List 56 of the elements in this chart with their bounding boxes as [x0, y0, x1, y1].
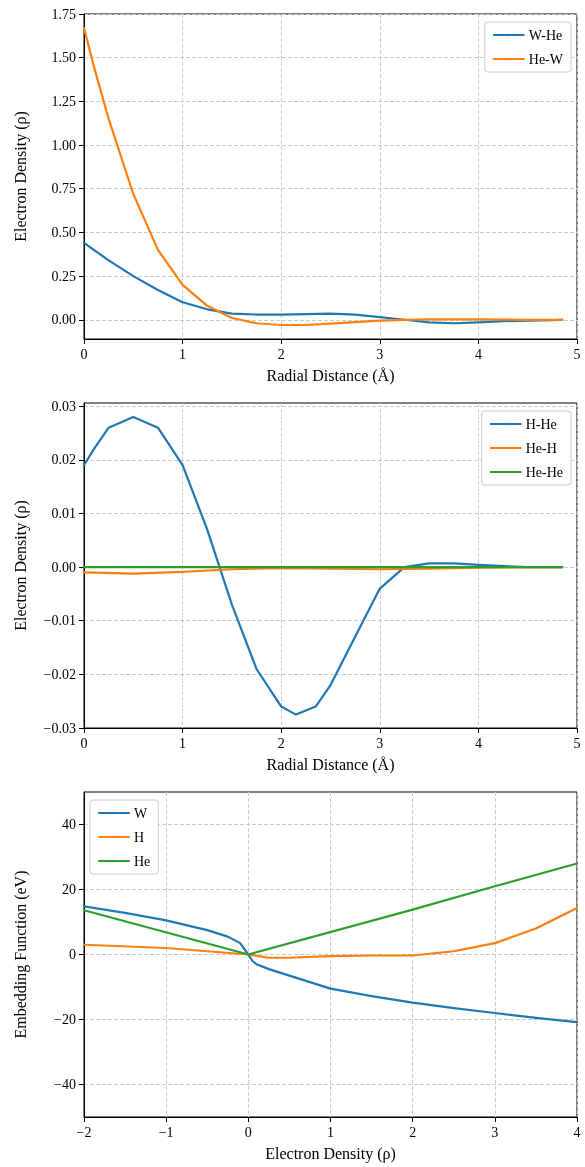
- x-tick-label: 4: [573, 1124, 581, 1140]
- y-tick-label: 0.02: [51, 452, 76, 468]
- x-tick-label: 3: [376, 735, 384, 751]
- y-tick-label: 1.75: [51, 6, 76, 22]
- y-tick-label: 0.25: [51, 268, 76, 284]
- y-axis-title: Electron Density (ρ): [11, 500, 30, 631]
- x-tick-label: −2: [76, 1124, 92, 1140]
- y-tick-label: −0.02: [43, 666, 76, 682]
- y-tick-label: −0.01: [43, 613, 76, 629]
- x-tick-label: 5: [573, 735, 581, 751]
- y-tick-label: 1.25: [51, 93, 76, 109]
- x-tick-label: 2: [277, 735, 285, 751]
- y-tick-label: −20: [54, 1012, 76, 1027]
- x-tick-label: 2: [409, 1124, 417, 1140]
- x-tick-label: 1: [327, 1124, 334, 1140]
- legend-label: He-H: [525, 440, 557, 456]
- x-tick-label: 4: [474, 346, 482, 362]
- legend-label: H-He: [525, 416, 557, 432]
- y-tick-label: 1.50: [51, 50, 76, 66]
- y-tick-label: 40: [62, 817, 76, 832]
- x-tick-label: 3: [491, 1124, 499, 1140]
- y-tick-label: −40: [54, 1077, 76, 1092]
- x-tick-label: 1: [179, 735, 187, 751]
- legend-label: W: [134, 805, 148, 821]
- y-tick-label: −0.03: [43, 720, 76, 736]
- y-tick-label: 1.00: [51, 137, 76, 153]
- x-tick-label: 2: [277, 346, 285, 362]
- legend-label: W-He: [528, 27, 563, 43]
- x-tick-label: 3: [376, 346, 384, 362]
- legend-label: He-He: [525, 464, 563, 480]
- x-tick-label: 4: [474, 735, 482, 751]
- x-axis-title: Electron Density (ρ): [265, 1144, 396, 1163]
- y-tick-label: 20: [62, 882, 76, 897]
- x-axis-title: Radial Distance (Å): [266, 755, 395, 774]
- x-axis-title: Radial Distance (Å): [266, 366, 395, 385]
- legend-label: He: [134, 853, 151, 869]
- y-axis-title: Electron Density (ρ): [11, 111, 30, 242]
- y-tick-label: 0: [69, 947, 76, 962]
- x-tick-label: 1: [179, 346, 187, 362]
- x-tick-label: −1: [158, 1124, 174, 1140]
- line-series: [82, 26, 564, 327]
- y-tick-label: 0.00: [51, 559, 76, 575]
- y-tick-label: 0.01: [51, 505, 76, 521]
- y-tick-label: 0.03: [51, 398, 76, 414]
- legend-label: H: [134, 829, 145, 845]
- line-series: [82, 905, 579, 1024]
- x-tick-label: 0: [80, 346, 88, 362]
- x-tick-label: 0: [244, 1124, 252, 1140]
- y-axis-title: Embedding Function (eV): [11, 870, 30, 1039]
- y-tick-label: 0.75: [51, 181, 76, 197]
- x-tick-label: 5: [573, 346, 581, 362]
- legend-label: He-W: [528, 51, 564, 67]
- y-tick-label: 0.00: [51, 312, 76, 328]
- y-tick-label: 0.50: [51, 224, 76, 240]
- line-series: [82, 906, 579, 959]
- x-tick-label: 0: [80, 735, 88, 751]
